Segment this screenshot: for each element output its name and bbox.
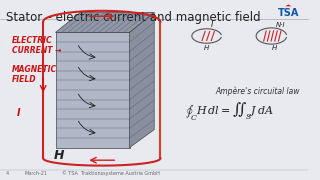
Text: I: I <box>17 108 20 118</box>
Text: Stator – electric current and magnetic field: Stator – electric current and magnetic f… <box>6 11 261 24</box>
Text: © TSA  Traktionssysteme Austria GmbH: © TSA Traktionssysteme Austria GmbH <box>62 170 160 176</box>
Text: N·I: N·I <box>276 22 286 28</box>
Text: $\oint_C H\, dl = \iint_S J\, dA$: $\oint_C H\, dl = \iint_S J\, dA$ <box>185 100 274 123</box>
Text: 4: 4 <box>6 171 9 176</box>
Polygon shape <box>130 13 154 148</box>
Text: March-21: March-21 <box>25 171 48 176</box>
Text: I: I <box>211 20 214 29</box>
Polygon shape <box>285 4 292 6</box>
Text: H: H <box>204 45 209 51</box>
Text: TSA: TSA <box>278 8 299 18</box>
Text: ELECTRIC
CURRENT →: ELECTRIC CURRENT → <box>12 36 62 55</box>
Polygon shape <box>55 32 130 148</box>
Text: MAGNETIC
FIELD: MAGNETIC FIELD <box>12 65 58 84</box>
Text: H: H <box>271 45 277 51</box>
Text: Ampère's circuital law: Ampère's circuital law <box>216 86 300 96</box>
Polygon shape <box>55 13 154 32</box>
Text: H: H <box>54 149 64 162</box>
